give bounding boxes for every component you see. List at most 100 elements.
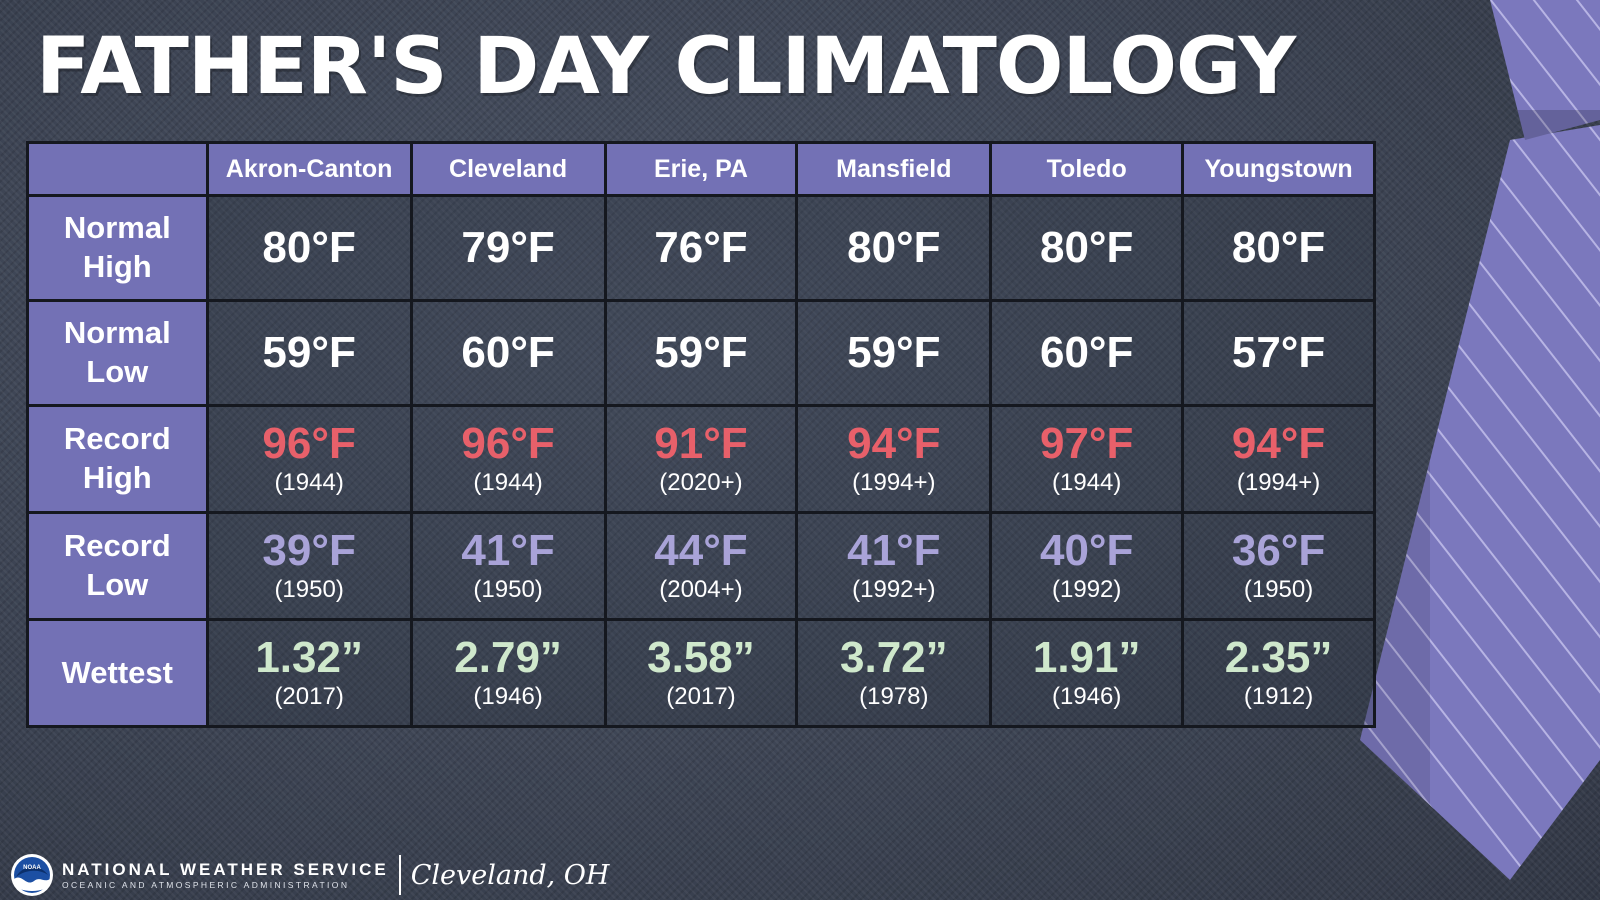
table-row: Normal High 80°F 79°F 76°F 80°F 80°F 80°F <box>26 194 1376 302</box>
cell-value: 59°F <box>654 327 748 377</box>
data-cell: 57°F <box>1181 299 1376 407</box>
cell-year: (1944) <box>274 469 344 497</box>
cell-value: 60°F <box>461 327 555 377</box>
cell-year: (1950) <box>274 576 344 604</box>
column-header: Akron-Canton <box>205 141 413 197</box>
row-header: Wettest <box>26 618 209 728</box>
data-cell: 96°F (1944) <box>205 404 413 514</box>
table-row: Record High 96°F (1944) 96°F (1944) 91°F (2020… <box>26 404 1376 514</box>
data-cell: 44°F (2004+) <box>603 511 799 621</box>
data-cell: 1.32” (2017) <box>205 618 413 728</box>
cell-value: 36°F <box>1231 525 1326 575</box>
data-cell: 59°F <box>603 299 799 407</box>
cell-year: (1946) <box>473 683 543 711</box>
row-label: Record Low <box>63 528 171 602</box>
row-header: Normal High <box>26 194 209 302</box>
data-cell: 3.58” (2017) <box>603 618 799 728</box>
table-row: Normal Low 59°F 60°F 59°F 59°F 60°F 57°F <box>26 299 1376 407</box>
cell-value: 41°F <box>461 525 555 575</box>
cell-value: 80°F <box>1039 222 1134 272</box>
data-cell: 79°F <box>409 194 607 302</box>
column-header: Cleveland <box>409 141 607 197</box>
column-header: Mansfield <box>795 141 993 197</box>
cell-year: (2017) <box>274 683 344 711</box>
cell-value: 94°F <box>1231 418 1326 468</box>
column-header: Toledo <box>989 141 1185 197</box>
cell-value: 97°F <box>1039 418 1134 468</box>
data-cell: 1.91” (1946) <box>989 618 1185 728</box>
row-header: Record Low <box>26 511 209 621</box>
cell-value: 39°F <box>262 525 356 575</box>
row-label: Wettest <box>61 654 173 690</box>
data-cell: 96°F (1944) <box>409 404 607 514</box>
cell-value: 41°F <box>847 525 941 575</box>
office-name: Cleveland, OH <box>410 859 610 891</box>
cell-year: (2004+) <box>659 576 743 604</box>
data-cell: 80°F <box>1181 194 1376 302</box>
cell-value: 2.79” <box>454 632 562 682</box>
agency-subtitle: OCEANIC AND ATMOSPHERIC ADMINISTRATION <box>62 879 350 890</box>
table-row: Record Low 39°F (1950) 41°F (1950) 44°F (2004+… <box>26 511 1376 621</box>
cell-year: (1950) <box>1243 576 1314 604</box>
cell-value: 2.35” <box>1224 632 1333 682</box>
agency-name: NATIONAL WEATHER SERVICE <box>62 859 389 879</box>
footer: NOAA NATIONAL WEATHER SERVICE OCEANIC AN… <box>10 852 609 898</box>
cell-value: 80°F <box>847 222 941 272</box>
cell-year: (1946) <box>1052 683 1122 711</box>
data-cell: 36°F (1950) <box>1181 511 1376 621</box>
data-cell: 59°F <box>795 299 993 407</box>
data-cell: 59°F <box>205 299 413 407</box>
cell-year: (1944) <box>1052 469 1122 497</box>
data-cell: 60°F <box>989 299 1185 407</box>
cell-value: 3.58” <box>647 632 755 682</box>
cell-value: 59°F <box>847 327 941 377</box>
cell-year: (2017) <box>666 683 736 711</box>
cell-value: 96°F <box>461 418 555 468</box>
data-cell: 3.72” (1978) <box>795 618 993 728</box>
climatology-table: Akron-Canton Cleveland Erie, PA Mansfiel… <box>26 141 1376 728</box>
data-cell: 39°F (1950) <box>205 511 413 621</box>
page-title: FATHER'S DAY CLIMATOLOGY <box>36 22 1296 112</box>
data-cell: 2.79” (1946) <box>409 618 607 728</box>
data-cell: 80°F <box>989 194 1185 302</box>
table-row: Wettest 1.32” (2017) 2.79” (1946) 3.58” (2017)… <box>26 618 1376 728</box>
data-cell: 76°F <box>603 194 799 302</box>
necktie-icon <box>1360 0 1600 880</box>
row-header: Record High <box>26 404 209 514</box>
data-cell: 80°F <box>795 194 993 302</box>
cell-value: 79°F <box>461 222 555 272</box>
data-cell: 2.35” (1912) <box>1181 618 1376 728</box>
data-cell: 94°F (1994+) <box>795 404 993 514</box>
cell-year: (1950) <box>473 576 543 604</box>
cell-value: 1.32” <box>255 632 363 682</box>
cell-year: (1944) <box>473 469 543 497</box>
cell-value: 3.72” <box>840 632 948 682</box>
data-cell: 40°F (1992) <box>989 511 1185 621</box>
cell-value: 91°F <box>654 418 748 468</box>
footer-divider <box>398 855 401 895</box>
row-header: Normal Low <box>26 299 209 407</box>
cell-year: (1992+) <box>852 576 936 604</box>
corner-cell <box>26 141 209 197</box>
cell-year: (1978) <box>859 683 929 711</box>
cell-value: 44°F <box>654 525 748 575</box>
data-cell: 80°F <box>205 194 413 302</box>
cell-value: 59°F <box>262 327 356 377</box>
row-label: Record High <box>63 421 171 495</box>
cell-value: 80°F <box>1231 222 1326 272</box>
cell-value: 80°F <box>262 222 356 272</box>
cell-value: 60°F <box>1039 327 1134 377</box>
cell-value: 1.91” <box>1032 632 1141 682</box>
row-label: Normal High <box>63 210 171 284</box>
cell-value: 96°F <box>262 418 356 468</box>
cell-value: 94°F <box>847 418 941 468</box>
cell-year: (1912) <box>1243 683 1314 711</box>
data-cell: 60°F <box>409 299 607 407</box>
data-cell: 41°F (1950) <box>409 511 607 621</box>
cell-value: 76°F <box>654 222 748 272</box>
data-cell: 41°F (1992+) <box>795 511 993 621</box>
cell-year: (2020+) <box>659 469 743 497</box>
data-cell: 97°F (1944) <box>989 404 1185 514</box>
cell-year: (1992) <box>1052 576 1122 604</box>
table-header-row: Akron-Canton Cleveland Erie, PA Mansfiel… <box>26 141 1376 197</box>
